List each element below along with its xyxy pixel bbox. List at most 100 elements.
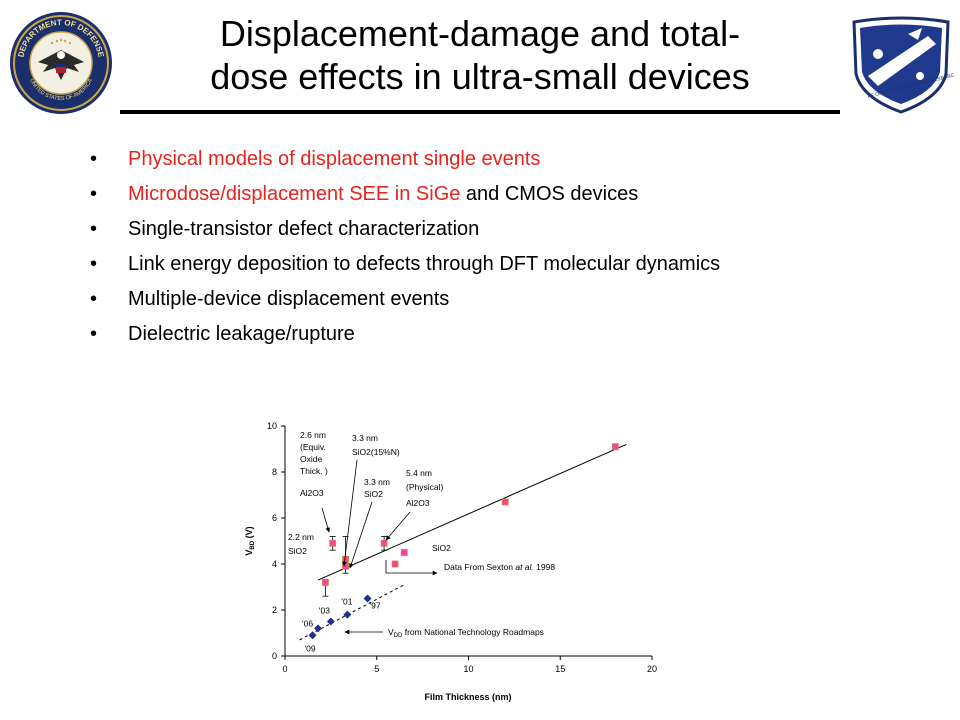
data-point-label: '09 <box>305 643 316 653</box>
annotation-sexton-prefix: Data From Sexton <box>444 562 515 572</box>
data-point-square <box>400 549 408 556</box>
bullet-item: • Multiple-device displacement events <box>86 288 846 311</box>
data-point-square <box>611 443 619 451</box>
annotation-5-4nm: 5.4 nm (Physical) Al2O3 <box>385 468 443 541</box>
bullet-text-red: Microdose/displacement SEE in SiGe <box>128 183 461 205</box>
bullet-text-red: Physical models of displacement single e… <box>128 148 541 170</box>
annotation-line: 5.4 nm <box>406 468 432 478</box>
bullet-marker: • <box>90 218 98 240</box>
annotation-line: 2.2 nm <box>288 532 314 542</box>
annotation-line: Al2O3 <box>300 488 324 498</box>
bullet-text: and CMOS devices <box>460 183 639 205</box>
chart-ticks <box>281 425 653 660</box>
data-point-label: '01 <box>341 597 352 607</box>
bullet-marker: • <box>90 148 98 170</box>
y-tick-label: 0 <box>272 651 277 661</box>
bullet-marker: • <box>90 183 98 205</box>
data-point-square <box>329 539 337 547</box>
y-tick-label: 4 <box>272 559 277 569</box>
annotation-bracket <box>385 560 438 576</box>
dod-seal-icon: DEPARTMENT OF DEFENSE UNITED STATES OF A… <box>10 12 112 114</box>
bullet-text: Dielectric leakage/rupture <box>128 323 355 345</box>
bullet-marker: • <box>90 323 98 345</box>
data-point-square <box>501 498 509 506</box>
y-axis-label-sub: BD <box>250 540 256 549</box>
bullet-item: • Microdose/displacement SEE in SiGe and … <box>86 183 846 206</box>
y-axis-label-main: V <box>244 550 254 556</box>
annotation-line: (Physical) <box>406 482 443 492</box>
title-divider <box>120 110 840 114</box>
annotation-3-3nm: 3.3 nm SiO2 <box>349 477 390 569</box>
bullet-text: Single-transistor defect characterizatio… <box>128 218 480 240</box>
y-axis-label-unit: (V) <box>244 526 254 541</box>
y-tick-label: 2 <box>272 605 277 615</box>
data-point-label: '06 <box>302 618 313 628</box>
annotation-pointer <box>349 501 373 569</box>
data-point-diamond <box>326 617 335 626</box>
roadmap-data-markers <box>308 594 372 640</box>
bullet-item: • Dielectric leakage/rupture <box>86 323 846 346</box>
x-tick-label: 20 <box>647 664 657 674</box>
title-line-1: Displacement-damage and total- <box>219 13 741 54</box>
bullet-item: • Single-transistor defect characterizati… <box>86 218 846 241</box>
x-tick-label: 10 <box>463 664 473 674</box>
annotation-pointer <box>342 459 358 567</box>
data-point-square <box>321 579 329 586</box>
annotation-line: 3.3 nm <box>364 477 390 487</box>
annotation-vdd-rest: from National Technology Roadmaps <box>402 627 544 637</box>
data-point-diamond <box>314 624 323 633</box>
annotation-line: Oxide <box>300 454 322 464</box>
data-point-square <box>391 560 399 568</box>
annotation-2-6nm: 2.6 nm (Equiv. Oxide Thick. ) Al2O3 <box>300 430 331 533</box>
bullet-list: • Physical models of displacement single … <box>86 148 846 358</box>
y-tick-label: 6 <box>272 513 277 523</box>
bullet-text: Multiple-device displacement events <box>128 288 450 310</box>
annotation-line: (Equiv. <box>300 442 326 452</box>
annotation-vdd-text: VDD from National Technology Roadmaps <box>388 627 544 639</box>
annotation-vdd-sub: DD <box>394 633 403 639</box>
annotation-sexton-text: Data From Sexton at al. 1998 <box>444 562 555 572</box>
bullet-marker: • <box>90 288 98 310</box>
x-tick-label: 5 <box>374 664 379 674</box>
data-point-label: '97 <box>370 601 381 611</box>
bullet-item: • Physical models of displacement single … <box>86 148 846 171</box>
annotation-line: SiO2(15%N) <box>352 447 400 457</box>
roadmap-point-labels: '09 '06 '03 '01 '97 <box>302 597 381 654</box>
bullet-marker: • <box>90 253 98 275</box>
annotation-3-3nm-nitrided: 3.3 nm SiO2(15%N) <box>342 433 400 567</box>
annotation-line: SiO2 <box>288 546 307 556</box>
x-tick-label: 0 <box>282 664 287 674</box>
bullet-item: • Link energy deposition to defects throu… <box>86 253 846 276</box>
trend-line <box>317 443 627 581</box>
annotation-sexton: Data From Sexton at al. 1998 <box>385 560 555 576</box>
data-point-square <box>342 562 349 570</box>
page-title: Displacement-damage and total- dose effe… <box>120 12 840 98</box>
annotation-pointer <box>385 511 411 541</box>
annotation-line: Thick. ) <box>300 466 328 476</box>
annotation-sexton-suffix: 1998 <box>534 562 556 572</box>
y-tick-label: 8 <box>272 467 277 477</box>
data-point-square <box>380 539 388 547</box>
data-point-diamond <box>343 610 352 619</box>
data-point-diamond <box>308 631 317 640</box>
eagle-icon <box>38 50 84 80</box>
data-point-square <box>342 556 349 563</box>
data-point-diamond <box>363 594 372 603</box>
breakdown-voltage-chart: 0 5 10 15 20 0 2 4 6 8 10 Film Thickness (nm) VBD … <box>244 421 657 702</box>
annotation-line: 3.3 nm <box>352 433 378 443</box>
y-axis-label: VBD (V) <box>244 526 256 555</box>
annotation-line: Al2O3 <box>406 498 430 508</box>
chart-axes <box>284 426 652 657</box>
annotation-vdd-main: V <box>388 627 394 637</box>
y-tick-label: 10 <box>267 421 277 431</box>
chart-tick-labels: 0 5 10 15 20 0 2 4 6 8 10 <box>267 421 657 674</box>
data-point-label: '03 <box>319 606 330 616</box>
annotation-line: 2.6 nm <box>300 430 326 440</box>
x-axis-label: Film Thickness (nm) <box>424 692 511 702</box>
annotation-sexton-italic: at al. <box>515 562 533 572</box>
afosr-shield-icon: AF OFFICE OF SCIENTIFIC RESEARCH <box>852 16 954 114</box>
annotation-sio2: SiO2 <box>432 543 451 553</box>
x-tick-label: 15 <box>555 664 565 674</box>
title-line-2: dose effects in ultra-small devices <box>210 56 750 97</box>
annotation-vdd: VDD from National Technology Roadmaps <box>344 627 544 639</box>
